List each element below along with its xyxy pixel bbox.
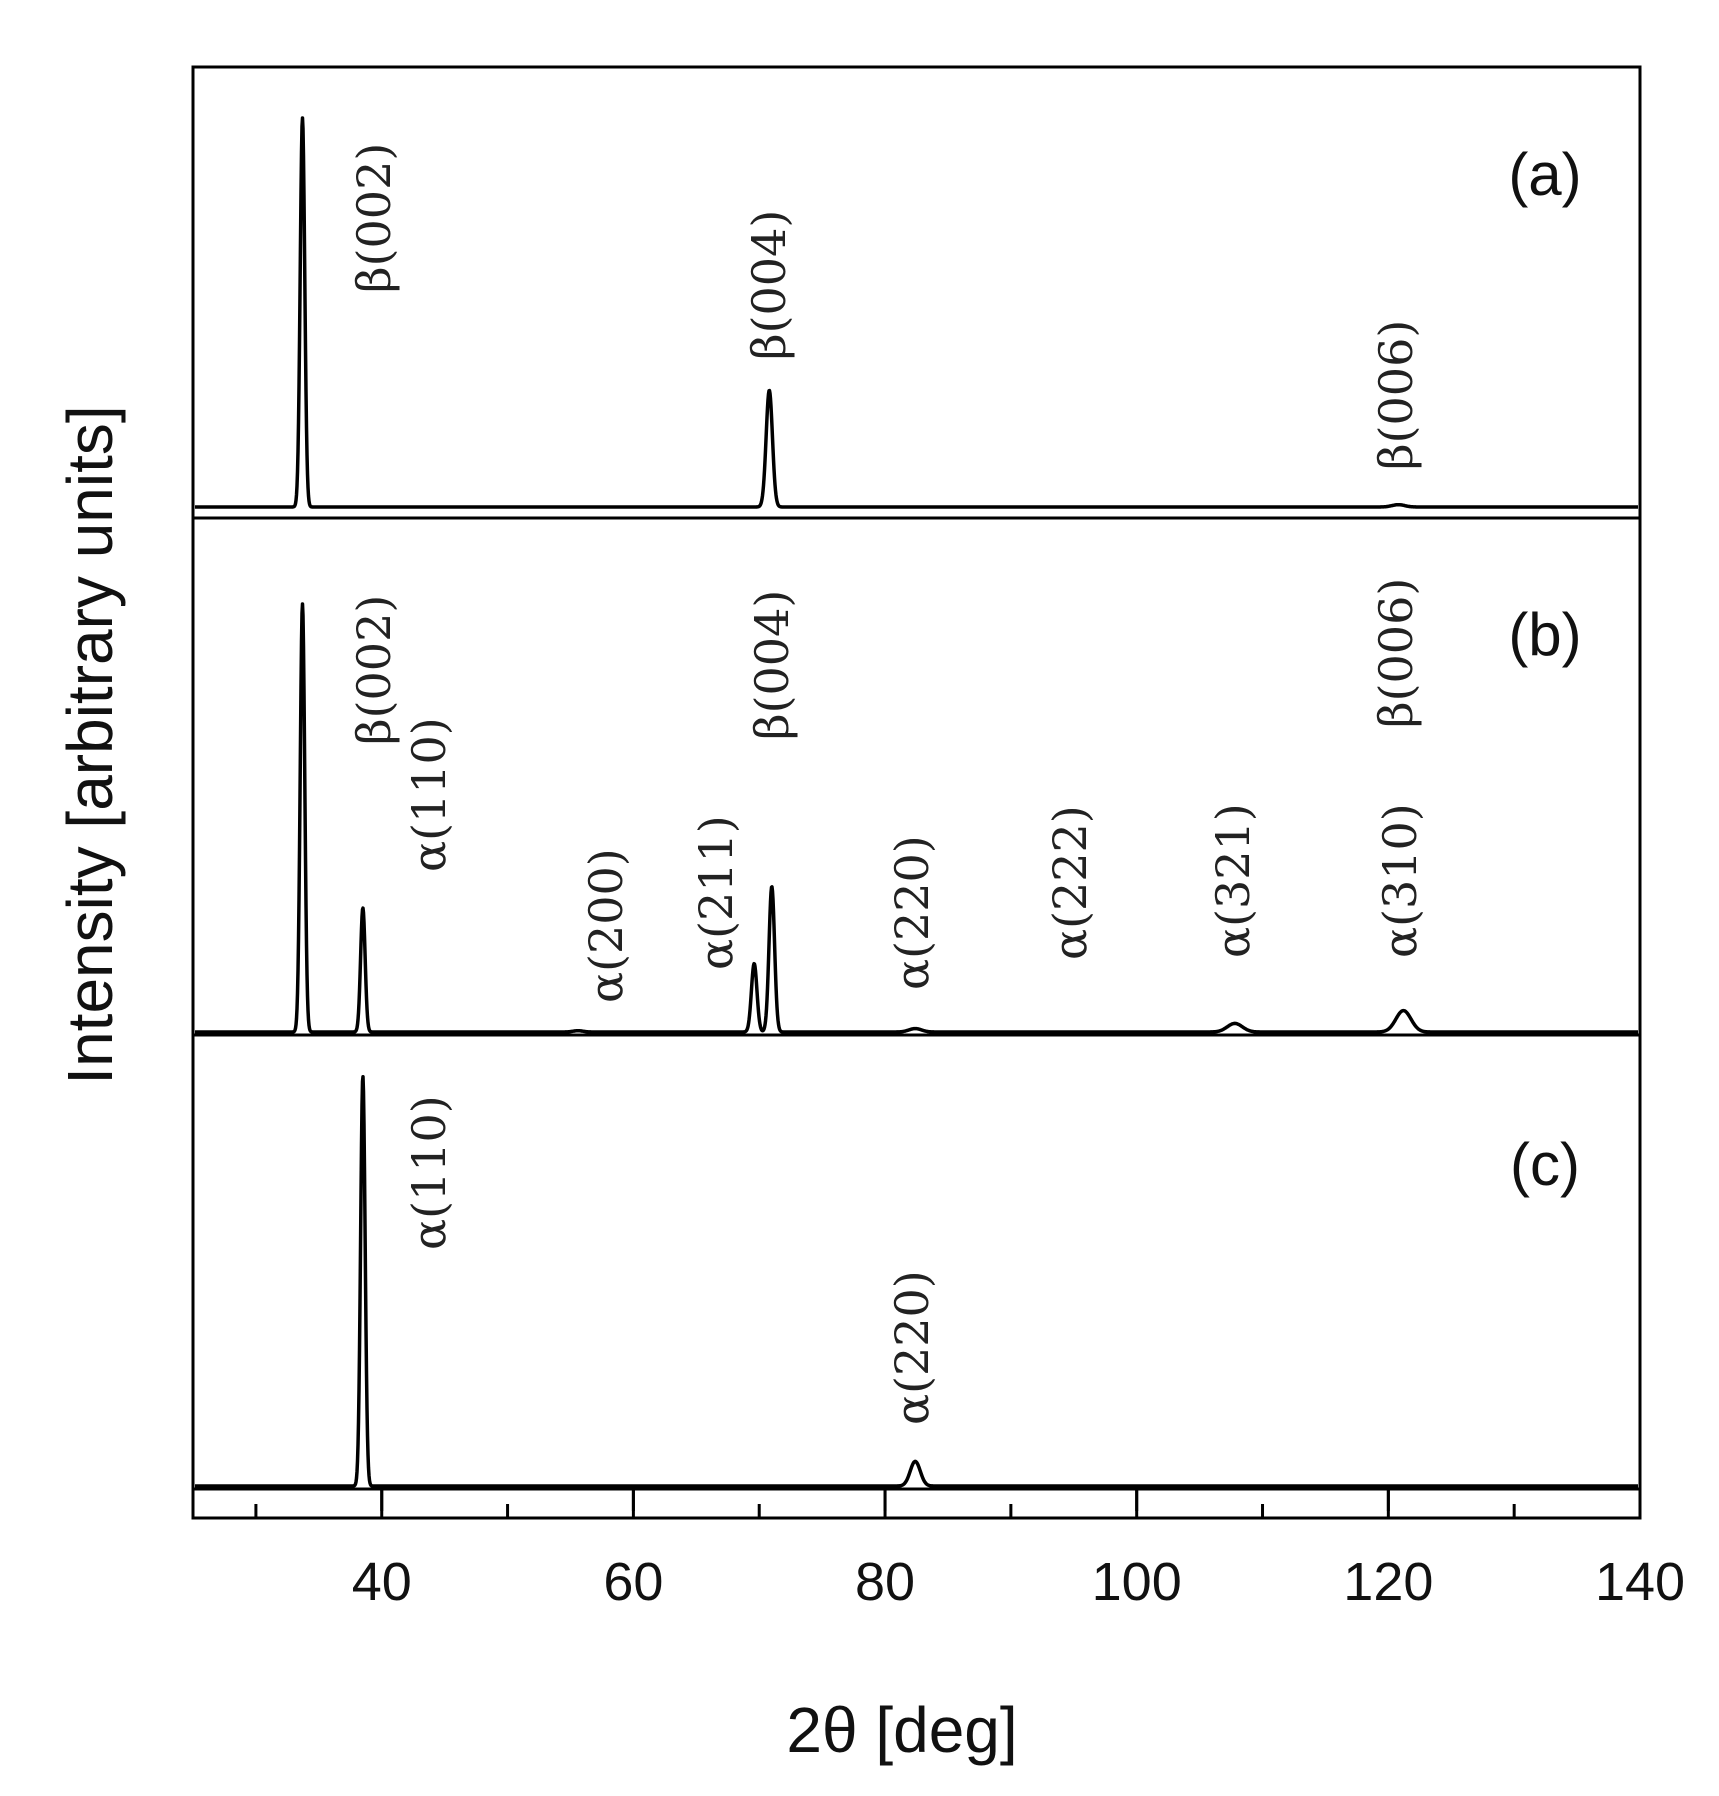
x-axis: 40 60 80 100 120 140 — [254, 1489, 1685, 1612]
plot-border — [191, 65, 1642, 1520]
trace-b — [193, 602, 1640, 1034]
peak-annotation: α(220) — [885, 1270, 939, 1425]
peak-annotation: α(110) — [402, 1095, 456, 1250]
traces — [193, 116, 1640, 1488]
panel-label: (a) — [1508, 141, 1581, 208]
peak-annotation: β(006) — [1369, 320, 1423, 470]
x-axis-title: 2θ [deg] — [786, 1694, 1017, 1766]
peak-annotation: α(211) — [689, 815, 743, 970]
peak-annotation: β(002) — [347, 595, 401, 745]
x-tick-label: 100 — [1092, 1552, 1182, 1612]
peak-annotations: β(002) β(004)β(006)β(002)α(110)α(200) α(21… — [347, 143, 1427, 1425]
x-tick-label: 80 — [855, 1552, 915, 1612]
peak-annotation: α(321) — [1206, 803, 1260, 958]
y-axis-title: Intensity [arbitrary units] — [54, 405, 126, 1084]
panel-label: (c) — [1510, 1131, 1580, 1198]
trace-c — [193, 1074, 1640, 1488]
peak-annotation: β(006) — [1369, 578, 1423, 728]
peak-annotation: α(200) — [579, 848, 633, 1003]
peak-annotation: α(220) — [885, 835, 939, 990]
plot-frame — [191, 65, 1642, 1520]
peak-annotation: α(110) — [402, 717, 456, 872]
panel-label: (b) — [1508, 601, 1581, 668]
peak-annotation: β(002) — [347, 143, 401, 293]
peak-annotation: α(310) — [1373, 803, 1427, 958]
x-tick-label: 40 — [352, 1552, 412, 1612]
x-tick-label: 140 — [1595, 1552, 1685, 1612]
peak-annotation: α(222) — [1043, 805, 1097, 960]
panel-labels: (a) (b) (c) — [1508, 141, 1581, 1198]
peak-annotation: β(004) — [742, 210, 796, 360]
x-tick-label: 60 — [603, 1552, 663, 1612]
peak-annotation: β(004) — [745, 590, 799, 740]
x-tick-label: 120 — [1343, 1552, 1433, 1612]
trace-a — [193, 116, 1640, 509]
